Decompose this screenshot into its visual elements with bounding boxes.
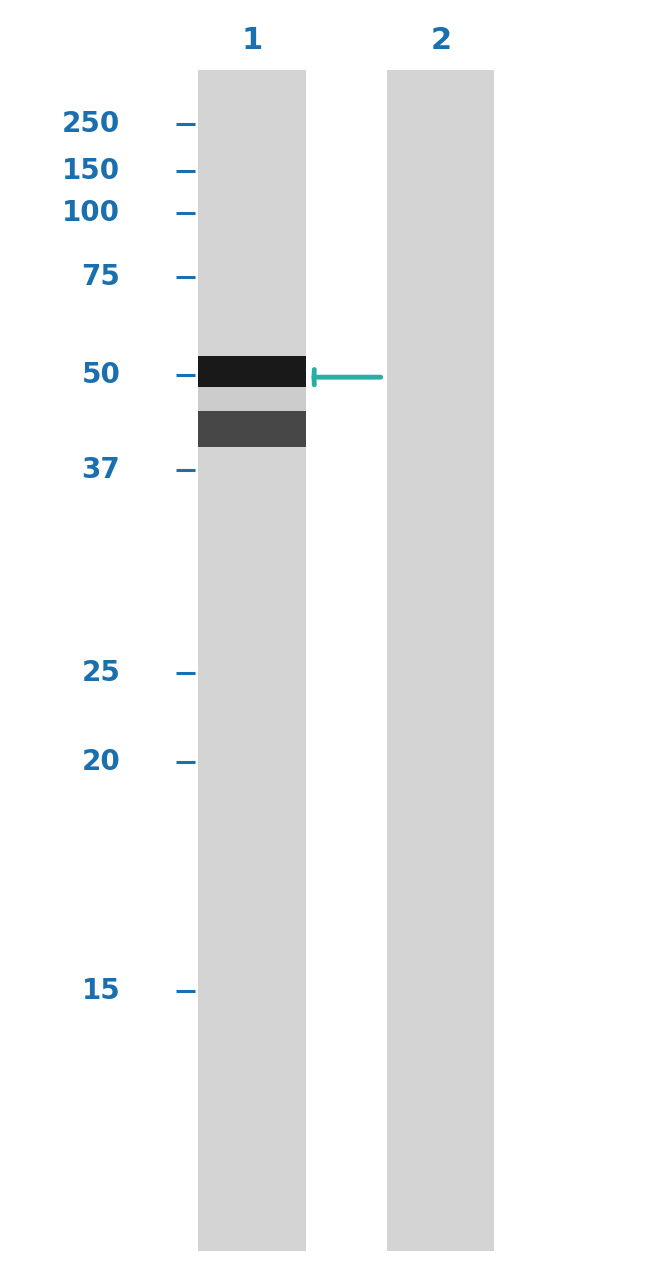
Text: 100: 100 xyxy=(62,199,120,227)
Text: 37: 37 xyxy=(81,456,120,484)
Bar xyxy=(387,70,494,1251)
Text: 2: 2 xyxy=(430,27,451,55)
Text: 75: 75 xyxy=(81,263,120,291)
Bar xyxy=(198,70,306,1251)
Text: 20: 20 xyxy=(81,748,120,776)
Text: 1: 1 xyxy=(242,27,263,55)
Text: 15: 15 xyxy=(81,977,120,1005)
Text: 50: 50 xyxy=(81,361,120,389)
Text: 150: 150 xyxy=(62,157,120,185)
Text: 25: 25 xyxy=(81,659,120,687)
Text: 250: 250 xyxy=(62,110,120,138)
